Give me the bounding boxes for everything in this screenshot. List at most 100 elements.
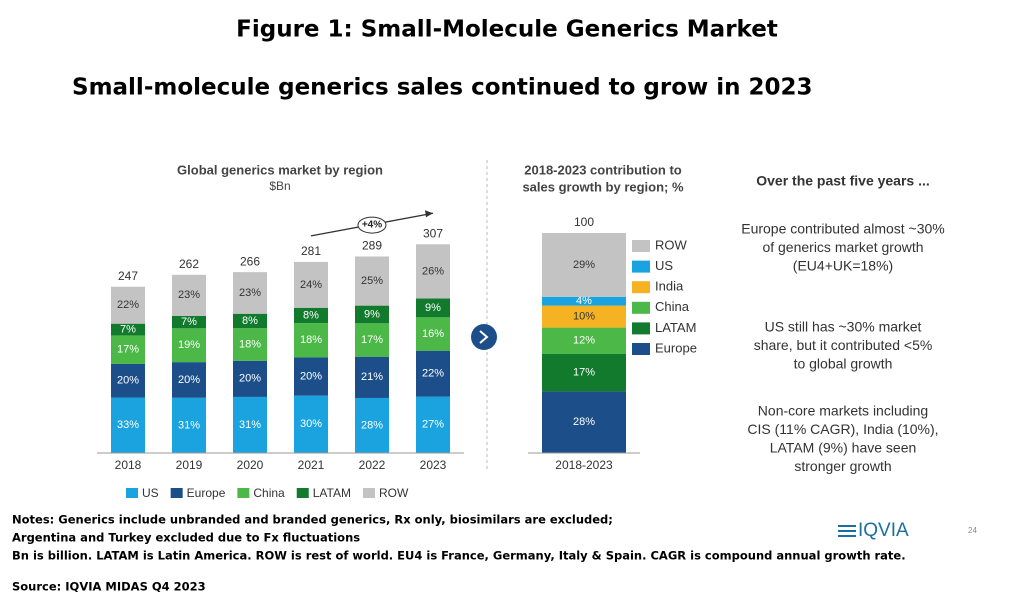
legend-swatch <box>632 301 650 314</box>
bar-segment <box>416 317 450 351</box>
insight-line: to global growth <box>794 356 893 372</box>
total-label: 289 <box>362 239 382 253</box>
annotation: +4% <box>362 220 382 231</box>
bar-segment <box>233 396 267 453</box>
data-label: 9% <box>364 308 380 320</box>
logo-text: IQVIA <box>858 520 909 541</box>
bar-segment <box>542 354 626 392</box>
bar-segment <box>111 335 145 364</box>
x-tick-label: 2018 <box>115 458 142 472</box>
data-label: 23% <box>178 289 200 301</box>
bar-segment <box>233 313 267 329</box>
data-label: 29% <box>573 259 595 271</box>
annotation-badge <box>357 216 387 234</box>
data-label: 9% <box>425 302 441 314</box>
data-label: 17% <box>573 367 595 379</box>
data-label: 22% <box>422 368 444 380</box>
legend-swatch <box>632 343 650 355</box>
insight-line: share, but it contributed <5% <box>754 337 933 353</box>
data-label: 31% <box>178 419 200 431</box>
bar-segment <box>416 350 450 397</box>
total-label: 281 <box>301 244 321 258</box>
total-label: 100 <box>574 215 594 229</box>
chart-title: Global generics market by region <box>177 162 383 177</box>
x-tick-label: 2018-2023 <box>555 458 613 472</box>
x-tick-label: 2019 <box>176 458 203 472</box>
legend-swatch <box>296 488 309 498</box>
data-label: 24% <box>300 279 322 291</box>
data-label: 4% <box>576 295 592 307</box>
data-label: 31% <box>239 419 261 431</box>
bar-segment <box>355 397 389 453</box>
insight-line: Europe contributed almost ~30% <box>741 221 945 237</box>
data-label: 28% <box>361 419 383 431</box>
legend-label: LATAM <box>313 486 351 500</box>
data-label: 8% <box>303 309 319 321</box>
legend-swatch <box>632 260 650 273</box>
chart-title: sales growth by region; % <box>522 179 684 194</box>
bar-segment <box>111 286 145 324</box>
bar-segment <box>416 396 450 453</box>
total-label: 266 <box>240 254 260 268</box>
data-label: 33% <box>117 419 139 431</box>
bar-segment <box>294 357 328 396</box>
data-label: 22% <box>117 299 139 311</box>
bar-segment <box>355 323 389 357</box>
x-tick-label: 2022 <box>359 458 386 472</box>
insight-line: (EU4+UK=18%) <box>793 258 893 274</box>
data-label: 7% <box>181 316 197 328</box>
data-label: 25% <box>361 275 383 287</box>
data-label: 16% <box>422 328 444 340</box>
bar-segment <box>294 395 328 453</box>
bar-segment <box>542 305 626 328</box>
data-label: 23% <box>239 287 261 299</box>
chart-title: 2018-2023 contribution to <box>524 162 682 177</box>
data-label: 7% <box>120 323 136 335</box>
bar-segment <box>355 356 389 398</box>
legend-label: US <box>142 486 159 500</box>
data-label: 20% <box>300 370 322 382</box>
legend-label: LATAM <box>655 320 696 335</box>
note-line: Notes: Generics include unbranded and br… <box>12 513 613 527</box>
legend-label: China <box>655 299 690 314</box>
data-label: 18% <box>300 334 322 346</box>
legend-label: ROW <box>655 237 688 252</box>
bar-segment <box>542 233 626 297</box>
bar-segment <box>294 261 328 308</box>
logo: IQVIA <box>838 520 909 541</box>
page-number: 24 <box>968 526 977 535</box>
insight-line: Non-core markets including <box>758 403 928 419</box>
bar-segment <box>355 256 389 306</box>
insight-line: LATAM (9%) have seen <box>770 440 917 456</box>
data-label: 20% <box>117 375 139 387</box>
legend-label: ROW <box>379 486 409 500</box>
figure-title: Figure 1: Small-Molecule Generics Market <box>236 17 778 43</box>
insight-line: US still has ~30% market <box>765 319 922 335</box>
legend-swatch <box>362 488 375 498</box>
bar-segment <box>542 391 626 453</box>
legend-swatch <box>237 488 250 498</box>
x-tick-label: 2023 <box>420 458 447 472</box>
legend-label: Europe <box>655 340 697 355</box>
bar-segment <box>355 305 389 324</box>
legend-label: US <box>655 258 673 273</box>
data-label: 10% <box>573 311 595 323</box>
data-label: 19% <box>178 339 200 351</box>
total-label: 307 <box>423 226 443 240</box>
legend-swatch <box>632 281 650 294</box>
x-tick-label: 2020 <box>237 458 264 472</box>
bar-segment <box>233 328 267 361</box>
bar-segment <box>416 244 450 299</box>
bar-segment <box>233 360 267 397</box>
bar-segment <box>172 274 206 316</box>
bar-segment <box>542 296 626 306</box>
data-label: 12% <box>573 335 595 347</box>
bar-segment <box>542 327 626 354</box>
insight-line: stronger growth <box>794 458 891 474</box>
data-label: 30% <box>300 418 322 430</box>
legend-label: India <box>655 279 684 294</box>
insight-line: of generics market growth <box>762 239 923 255</box>
note-line: Argentina and Turkey excluded due to Fx … <box>12 531 360 545</box>
